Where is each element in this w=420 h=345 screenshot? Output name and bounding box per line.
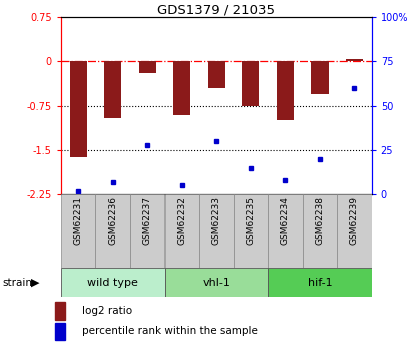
Text: GSM62239: GSM62239 <box>350 196 359 245</box>
Bar <box>199 194 234 268</box>
Text: log2 ratio: log2 ratio <box>82 306 132 316</box>
Text: GSM62236: GSM62236 <box>108 196 117 245</box>
Bar <box>268 268 372 297</box>
Bar <box>277 61 294 120</box>
Text: GSM62232: GSM62232 <box>177 196 186 245</box>
Text: GSM62234: GSM62234 <box>281 196 290 245</box>
Bar <box>207 61 225 88</box>
Text: GSM62231: GSM62231 <box>74 196 83 245</box>
Bar <box>55 303 66 320</box>
Bar <box>165 194 199 268</box>
Bar <box>95 194 130 268</box>
Text: vhl-1: vhl-1 <box>202 278 230 287</box>
Text: hif-1: hif-1 <box>307 278 332 287</box>
Bar <box>61 268 165 297</box>
Bar <box>268 194 303 268</box>
Bar <box>337 194 372 268</box>
Bar <box>70 61 87 157</box>
Bar <box>303 194 337 268</box>
Text: wild type: wild type <box>87 278 138 287</box>
Bar <box>234 194 268 268</box>
Text: GSM62238: GSM62238 <box>315 196 324 245</box>
Text: GSM62237: GSM62237 <box>143 196 152 245</box>
Bar <box>130 194 165 268</box>
Text: GSM62233: GSM62233 <box>212 196 221 245</box>
Bar <box>173 61 190 115</box>
Bar <box>55 323 66 340</box>
Bar <box>165 268 268 297</box>
Bar <box>242 61 260 106</box>
Bar <box>311 61 328 94</box>
Text: percentile rank within the sample: percentile rank within the sample <box>82 326 258 336</box>
Text: ▶: ▶ <box>32 278 40 287</box>
Title: GDS1379 / 21035: GDS1379 / 21035 <box>158 3 275 16</box>
Text: strain: strain <box>2 278 32 287</box>
Bar <box>104 61 121 118</box>
Bar <box>139 61 156 73</box>
Text: GSM62235: GSM62235 <box>247 196 255 245</box>
Bar <box>346 59 363 61</box>
Bar <box>61 194 95 268</box>
